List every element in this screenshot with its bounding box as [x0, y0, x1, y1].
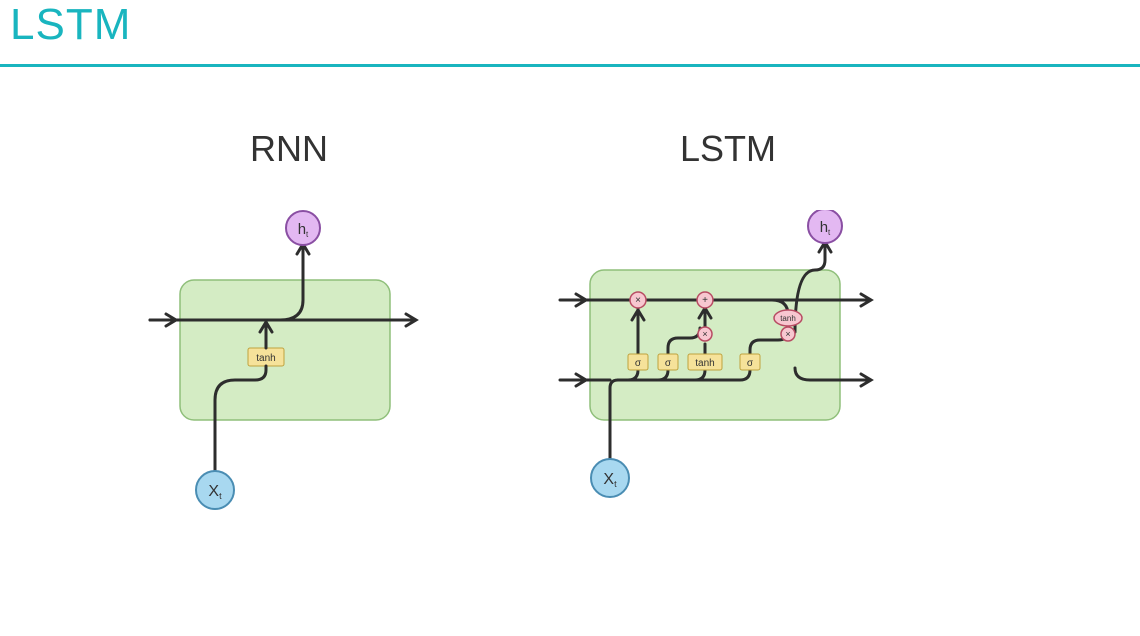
- rnn-label-text: RNN: [250, 128, 328, 169]
- lstm-gate-cand-label: tanh: [695, 358, 714, 369]
- rnn-tanh-label: tanh: [256, 353, 275, 364]
- slide-root: { "slide": { "title": "LSTM", "title_col…: [0, 0, 1140, 636]
- lstm-op-mult-out-label: ×: [785, 329, 790, 339]
- lstm-cell-box: [590, 270, 840, 420]
- lstm-label-text: LSTM: [680, 128, 776, 169]
- lstm-op-mult-forget-label: ×: [635, 295, 641, 306]
- rnn-column-label: RNN: [250, 128, 328, 170]
- lstm-gate-input-label: σ: [665, 358, 672, 369]
- lstm-op-add-label: +: [702, 295, 708, 306]
- lstm-column-label: LSTM: [680, 128, 776, 170]
- lstm-gate-output-label: σ: [747, 358, 754, 369]
- lstm-op-tanh-label: tanh: [780, 314, 796, 323]
- lstm-diagram: σ σ tanh σ × + × tanh × Xt ht: [540, 210, 910, 540]
- rnn-diagram: tanh Xt ht: [130, 210, 460, 540]
- title-underline: [0, 64, 1140, 67]
- lstm-op-mult-ig-label: ×: [702, 329, 707, 339]
- rnn-cell-box: [180, 280, 390, 420]
- page-title: LSTM: [10, 0, 131, 50]
- title-text: LSTM: [10, 0, 131, 49]
- lstm-gate-forget-label: σ: [635, 358, 642, 369]
